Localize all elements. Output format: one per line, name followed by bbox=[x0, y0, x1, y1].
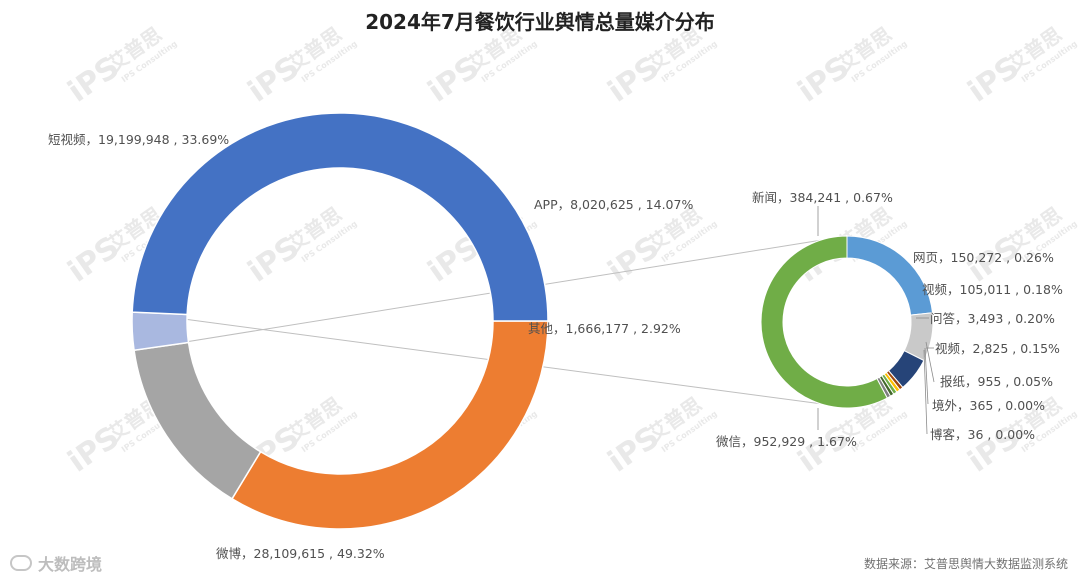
data-label-博客: 博客，36 , 0.00% bbox=[930, 427, 1035, 442]
connector-line-top bbox=[133, 239, 821, 351]
slice-新闻 bbox=[846, 235, 934, 316]
main-donut-chart bbox=[131, 112, 549, 530]
data-label-报纸: 报纸，955 , 0.05% bbox=[940, 374, 1053, 389]
slice-微信 bbox=[760, 235, 888, 409]
data-label-其他: 其他，1,666,177 , 2.92% bbox=[528, 321, 681, 336]
data-label-网页: 网页，150,272 , 0.26% bbox=[913, 250, 1054, 265]
brand-icon bbox=[10, 555, 32, 571]
brand-logo: 大数跨境 bbox=[10, 551, 102, 575]
leader-line-博客 bbox=[923, 349, 928, 435]
data-label-APP: APP，8,020,625 , 14.07% bbox=[534, 197, 693, 212]
data-label-微信: 微信，952,929 , 1.67% bbox=[716, 434, 857, 449]
brand-text: 大数跨境 bbox=[38, 555, 103, 574]
data-label-视频: 视频，2,825 , 0.15% bbox=[935, 341, 1060, 356]
data-label-新闻: 新闻，384,241 , 0.67% bbox=[752, 190, 893, 205]
data-label-境外: 境外，365 , 0.00% bbox=[932, 398, 1045, 413]
page-title: 2024年7月餐饮行业舆情总量媒介分布 bbox=[365, 10, 715, 34]
data-label-微博: 微博，28,109,615 , 49.32% bbox=[216, 546, 385, 561]
slice-短视频 bbox=[231, 320, 549, 530]
sub-donut-chart bbox=[760, 235, 934, 409]
data-labels: 短视频，19,199,948 , 33.69% APP，8,020,625 , 1… bbox=[48, 132, 1063, 561]
pie-connector-lines bbox=[132, 239, 821, 405]
slice-微博 bbox=[131, 112, 549, 322]
data-label-问答: 问答，3,493 , 0.20% bbox=[930, 311, 1055, 326]
connector-line-bottom bbox=[132, 311, 821, 405]
data-source-note: 数据来源：艾普思舆情大数据监测系统 bbox=[863, 557, 1068, 571]
data-label-视频: 视频，105,011 , 0.18% bbox=[922, 282, 1063, 297]
data-label-短视频: 短视频，19,199,948 , 33.69% bbox=[48, 132, 229, 147]
leader-line-境外 bbox=[924, 347, 929, 405]
leader-line-报纸 bbox=[925, 341, 935, 383]
label-leader-lines bbox=[817, 206, 935, 435]
